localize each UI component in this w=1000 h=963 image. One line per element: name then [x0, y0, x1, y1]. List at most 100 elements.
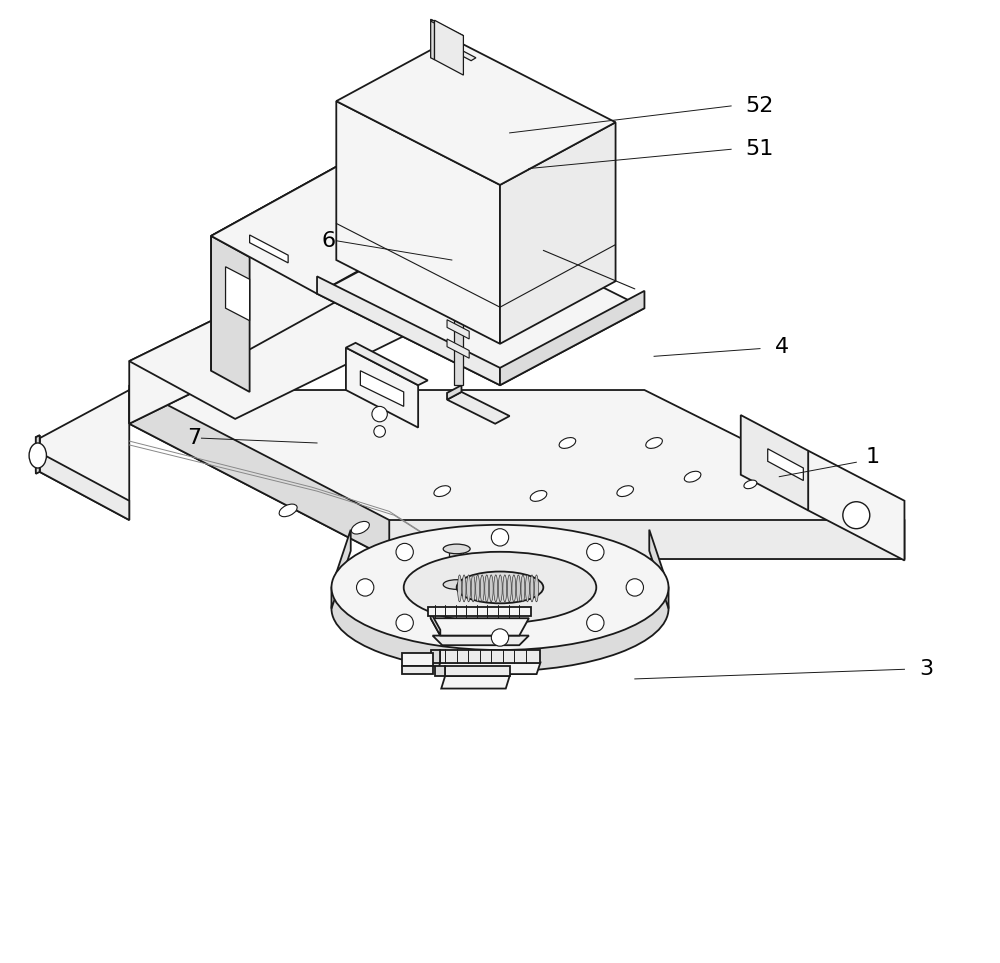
Polygon shape: [129, 260, 394, 424]
Ellipse shape: [458, 575, 461, 602]
Polygon shape: [436, 663, 540, 674]
Polygon shape: [649, 530, 669, 609]
Polygon shape: [447, 320, 469, 339]
Ellipse shape: [507, 575, 511, 602]
Polygon shape: [40, 453, 129, 520]
Polygon shape: [389, 520, 904, 559]
Polygon shape: [431, 618, 529, 636]
Polygon shape: [447, 339, 469, 358]
Ellipse shape: [351, 521, 369, 534]
Ellipse shape: [29, 443, 46, 468]
Text: 52: 52: [746, 96, 774, 116]
Ellipse shape: [434, 485, 451, 497]
Polygon shape: [433, 636, 529, 645]
Circle shape: [396, 614, 413, 632]
Polygon shape: [433, 38, 476, 61]
Ellipse shape: [467, 575, 471, 602]
Ellipse shape: [516, 575, 520, 602]
Polygon shape: [431, 20, 463, 37]
Polygon shape: [36, 435, 40, 474]
Polygon shape: [402, 653, 433, 666]
Ellipse shape: [476, 575, 480, 602]
Ellipse shape: [457, 571, 543, 603]
Polygon shape: [129, 231, 500, 419]
Text: 6: 6: [322, 231, 336, 250]
Ellipse shape: [498, 575, 502, 602]
Polygon shape: [440, 650, 540, 663]
Ellipse shape: [503, 575, 507, 602]
Polygon shape: [435, 20, 463, 75]
Text: 51: 51: [746, 140, 774, 159]
Circle shape: [491, 629, 509, 646]
Polygon shape: [336, 39, 616, 185]
Ellipse shape: [404, 552, 596, 623]
Circle shape: [491, 529, 509, 546]
Ellipse shape: [494, 575, 498, 602]
Polygon shape: [389, 248, 553, 333]
Polygon shape: [129, 385, 389, 559]
Polygon shape: [317, 217, 644, 385]
Ellipse shape: [530, 490, 547, 502]
Ellipse shape: [279, 504, 297, 517]
Polygon shape: [394, 127, 519, 193]
Polygon shape: [445, 277, 468, 305]
Polygon shape: [346, 343, 428, 385]
Ellipse shape: [617, 485, 633, 497]
Ellipse shape: [512, 575, 516, 602]
Polygon shape: [211, 135, 433, 257]
Polygon shape: [449, 549, 463, 587]
Ellipse shape: [646, 437, 662, 449]
Polygon shape: [447, 385, 461, 400]
Text: 3: 3: [919, 660, 933, 679]
Polygon shape: [250, 235, 288, 263]
Polygon shape: [211, 236, 250, 392]
Polygon shape: [454, 289, 463, 385]
Ellipse shape: [443, 580, 470, 589]
Text: 1: 1: [866, 448, 880, 467]
Polygon shape: [500, 122, 616, 344]
Ellipse shape: [535, 575, 538, 602]
Circle shape: [626, 579, 643, 596]
Polygon shape: [402, 666, 433, 674]
Ellipse shape: [443, 544, 470, 554]
Polygon shape: [445, 666, 510, 676]
Ellipse shape: [526, 575, 529, 602]
Polygon shape: [418, 209, 461, 253]
Polygon shape: [404, 254, 539, 322]
Ellipse shape: [331, 546, 669, 671]
Polygon shape: [808, 451, 904, 560]
Polygon shape: [336, 101, 500, 344]
Polygon shape: [129, 390, 904, 559]
Polygon shape: [428, 607, 531, 616]
Polygon shape: [211, 135, 394, 371]
Ellipse shape: [462, 575, 466, 602]
Circle shape: [587, 614, 604, 632]
Polygon shape: [431, 19, 435, 60]
Polygon shape: [435, 666, 445, 676]
Polygon shape: [404, 254, 442, 289]
Ellipse shape: [331, 525, 669, 650]
Text: 7: 7: [187, 429, 201, 448]
Polygon shape: [404, 268, 539, 337]
Ellipse shape: [521, 575, 525, 602]
Polygon shape: [40, 390, 129, 520]
Ellipse shape: [489, 575, 493, 602]
Circle shape: [374, 426, 385, 437]
Circle shape: [357, 579, 374, 596]
Polygon shape: [741, 415, 808, 510]
Polygon shape: [394, 137, 500, 325]
Circle shape: [587, 543, 604, 560]
Ellipse shape: [559, 437, 576, 449]
Polygon shape: [441, 676, 510, 689]
Polygon shape: [346, 348, 418, 428]
Polygon shape: [317, 276, 500, 385]
Polygon shape: [226, 267, 250, 321]
Polygon shape: [360, 371, 404, 406]
Polygon shape: [768, 449, 803, 481]
Polygon shape: [211, 135, 500, 294]
Polygon shape: [431, 650, 440, 663]
Polygon shape: [36, 435, 40, 472]
Polygon shape: [447, 392, 510, 424]
Circle shape: [843, 502, 870, 529]
Ellipse shape: [744, 481, 757, 488]
